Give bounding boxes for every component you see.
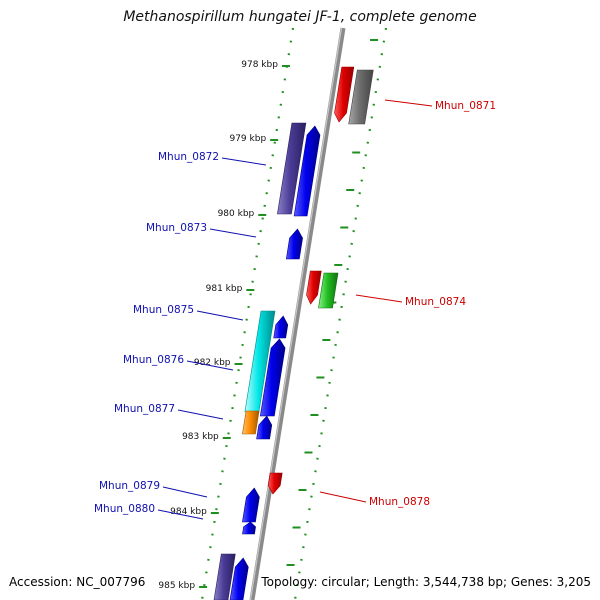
gene-mhun-0877-box: [242, 410, 260, 435]
gene-label-mhun-0877[interactable]: Mhun_0877: [114, 403, 175, 415]
topology-text: Topology: circular; Length: 3,544,738 bp…: [261, 575, 591, 589]
gene-label-mhun-0880[interactable]: Mhun_0880: [94, 503, 155, 515]
tick-label: 982 kbp: [194, 358, 231, 368]
gene-label-mhun-0878[interactable]: Mhun_0878: [369, 496, 430, 508]
tick-label: 984 kbp: [170, 507, 207, 517]
tick-label: 979 kbp: [229, 134, 266, 144]
gene-mhun-0874-arrow: [306, 270, 322, 305]
gene-mhun-0875b-arrow: [273, 315, 289, 339]
gene-mhun-0877b-arrow: [256, 415, 273, 440]
tick-label: 981 kbp: [206, 284, 243, 294]
gene-mhun-0880-arrow: [242, 521, 256, 535]
gene-mhun-0874b-box: [318, 272, 339, 309]
genome-backbone: [249, 27, 346, 600]
gene-mhun-0871-arrow: [334, 66, 355, 123]
leader-line-mhun-0878: [319, 491, 367, 503]
tick-label: 980 kbp: [218, 209, 255, 219]
dotted-tracks: [200, 27, 388, 600]
gene-label-mhun-0872[interactable]: Mhun_0872: [158, 151, 219, 163]
gene-mhun-0878-arrow: [267, 472, 283, 495]
leader-line-mhun-0875: [196, 310, 244, 321]
gene-mhun-0876-arrow: [259, 338, 286, 417]
gene-mhun-0872b-arrow: [293, 125, 321, 217]
gene-features: [213, 66, 374, 600]
leader-line-mhun-0880: [157, 509, 204, 520]
gene-mhun-0879-arrow: [242, 487, 260, 523]
gene-label-mhun-0871[interactable]: Mhun_0871: [435, 100, 496, 112]
gene-labels: Mhun_0871 Mhun_0872 Mhun_0873 Mhun_0874 Mhun…: [94, 99, 496, 520]
gene-label-mhun-0876[interactable]: Mhun_0876: [123, 354, 184, 366]
gene-label-mhun-0874[interactable]: Mhun_0874: [405, 296, 466, 308]
map-title: Methanospirillum hungatei JF-1, complete…: [123, 9, 477, 25]
tick-label: 978 kbp: [241, 60, 278, 70]
gene-mhun-0872a-box: [277, 122, 307, 215]
tick-label: 985 kbp: [158, 581, 195, 591]
tick-label: 983 kbp: [182, 432, 219, 442]
gene-label-mhun-0875[interactable]: Mhun_0875: [133, 304, 194, 316]
kbp-ticks: 978 kbp 979 kbp 980 kbp 981 kbp 982 kbp 983 k…: [158, 60, 290, 591]
genome-backbone-highlight: [249, 27, 343, 600]
gene-mhun-0873-arrow: [285, 228, 303, 260]
leader-line-mhun-0876: [186, 360, 234, 371]
leader-line-mhun-0877: [177, 409, 224, 420]
leader-line-mhun-0871: [384, 99, 433, 107]
gene-mhun-0871b-box: [348, 69, 374, 125]
gene-mhun-0881b-arrow: [229, 557, 249, 600]
leader-line-mhun-0873: [209, 228, 257, 238]
gene-label-mhun-0879[interactable]: Mhun_0879: [99, 480, 160, 492]
leader-line-mhun-0872: [221, 157, 267, 166]
accession-text: Accession: NC_007796: [9, 575, 146, 589]
leader-line-mhun-0879: [162, 486, 208, 498]
gene-label-mhun-0873[interactable]: Mhun_0873: [146, 222, 207, 234]
leader-line-mhun-0874: [355, 294, 403, 303]
gene-mhun-0881a-box: [213, 553, 236, 600]
